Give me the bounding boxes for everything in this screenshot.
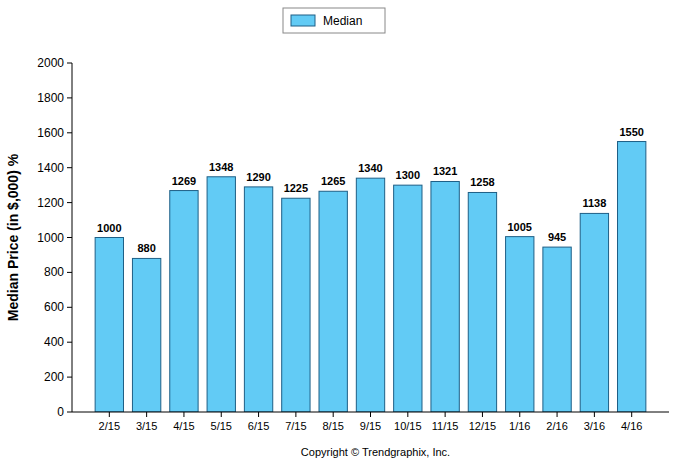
bar [506,237,534,412]
x-tick-label: 7/15 [285,420,306,432]
x-tick-label: 8/15 [322,420,343,432]
bar [207,177,235,412]
data-label: 1005 [508,221,532,233]
y-tick [67,237,72,238]
y-tick-label: 1000 [37,231,64,245]
x-tick [109,412,110,417]
y-tick-label: 1600 [37,126,64,140]
y-tick-label: 400 [44,335,64,349]
bar [170,191,198,412]
data-label: 1225 [284,182,308,194]
x-tick-label: 9/15 [360,420,381,432]
data-label: 1290 [246,171,270,183]
y-tick [67,63,72,64]
x-tick [482,412,483,417]
y-tick-label: 1800 [37,91,64,105]
data-label: 1321 [433,165,457,177]
data-label: 1258 [470,176,494,188]
legend-label: Median [323,14,362,28]
y-tick [67,97,72,98]
x-tick [631,412,632,417]
data-label: 880 [137,242,155,254]
y-tick-label: 1200 [37,196,64,210]
y-axis-label: Median Price (in $,000) % [5,153,21,321]
data-label: 1348 [209,161,233,173]
x-tick [407,412,408,417]
bars [95,142,646,412]
x-tick-label: 5/15 [211,420,232,432]
x-tick-label: 3/15 [136,420,157,432]
x-tick [557,412,558,417]
x-tick [445,412,446,417]
bar [468,192,496,412]
bar [132,258,160,412]
bar [319,191,347,412]
legend-swatch [291,15,315,26]
x-tick-label: 10/15 [394,420,422,432]
data-label: 1138 [582,197,606,209]
x-tick [519,412,520,417]
bar [244,187,272,412]
y-tick [67,342,72,343]
x-tick [221,412,222,417]
bar [282,198,310,412]
x-tick-label: 6/15 [248,420,269,432]
y-tick-label: 1400 [37,161,64,175]
y-tick [67,412,72,413]
x-tick-label: 1/16 [509,420,530,432]
y-tick [67,272,72,273]
data-label: 1340 [358,162,382,174]
x-tick-label: 4/16 [621,420,642,432]
y-tick-label: 0 [57,405,64,419]
bar [580,213,608,412]
bar [618,142,646,412]
data-label: 945 [548,231,566,243]
y-tick [67,167,72,168]
y-tick [67,132,72,133]
data-label: 1269 [172,175,196,187]
x-tick-label: 2/15 [99,420,120,432]
x-tick-label: 12/15 [469,420,497,432]
y-tick-label: 200 [44,370,64,384]
data-label: 1000 [97,222,121,234]
bar [394,185,422,412]
bar [431,181,459,412]
x-tick-label: 4/15 [173,420,194,432]
x-tick [295,412,296,417]
x-tick [183,412,184,417]
x-tick [333,412,334,417]
copyright: Copyright © Trendgraphix, Inc. [301,446,450,458]
bar [543,247,571,412]
y-tick [67,377,72,378]
data-label: 1265 [321,175,345,187]
x-tick [370,412,371,417]
data-label: 1300 [396,169,420,181]
y-tick [67,202,72,203]
x-tick-label: 2/16 [546,420,567,432]
bar [356,178,384,412]
legend-box [283,8,385,33]
x-tick-label: 3/16 [584,420,605,432]
y-tick-label: 2000 [37,56,64,70]
y-tick-label: 800 [44,265,64,279]
data-label: 1550 [619,126,643,138]
x-tick-label: 11/15 [432,420,459,432]
y-tick-label: 600 [44,300,64,314]
x-tick [594,412,595,417]
bar [95,238,123,413]
y-tick [67,307,72,308]
chart: 0 200 400 600 800 1000 1200 1400 1600 1800 2000 2/1… [0,0,686,470]
x-tick [258,412,259,417]
x-tick [146,412,147,417]
